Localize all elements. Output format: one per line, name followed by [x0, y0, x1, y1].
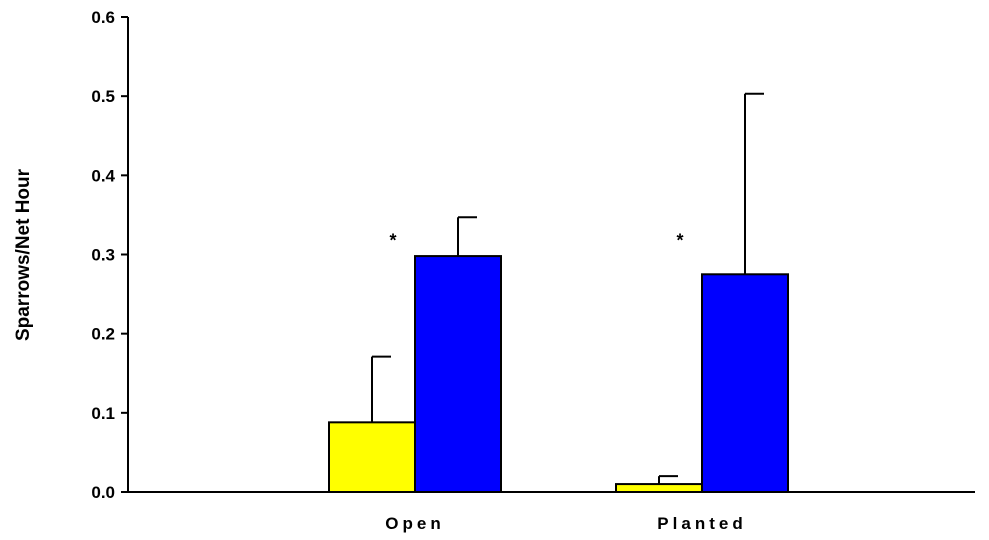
bars-layer [329, 256, 788, 492]
bar-planted-series-2 [702, 274, 788, 492]
bar-open-series-2 [415, 256, 501, 492]
y-tick-label: 0.1 [91, 404, 115, 423]
y-tick-label: 0.6 [91, 8, 115, 27]
y-tick-label: 0.3 [91, 246, 115, 265]
x-category-label-open: Open [385, 514, 444, 533]
significance-marker-open: * [389, 231, 396, 251]
y-tick-label: 0.5 [91, 87, 115, 106]
y-axis: 0.0 0.1 0.2 0.3 0.4 0.5 0.6 [91, 8, 128, 502]
bar-planted-series-1 [616, 484, 702, 492]
bar-open-series-1 [329, 422, 415, 492]
annotations: * * [389, 231, 683, 251]
x-axis: Open Planted [385, 514, 746, 533]
y-axis-title: Sparrows/Net Hour [13, 168, 34, 341]
y-tick-label: 0.0 [91, 483, 115, 502]
significance-marker-planted: * [676, 231, 683, 251]
x-category-label-planted: Planted [657, 514, 746, 533]
plot-frame [127, 17, 975, 492]
y-tick-label: 0.4 [91, 166, 115, 185]
y-tick-label: 0.2 [91, 325, 115, 344]
